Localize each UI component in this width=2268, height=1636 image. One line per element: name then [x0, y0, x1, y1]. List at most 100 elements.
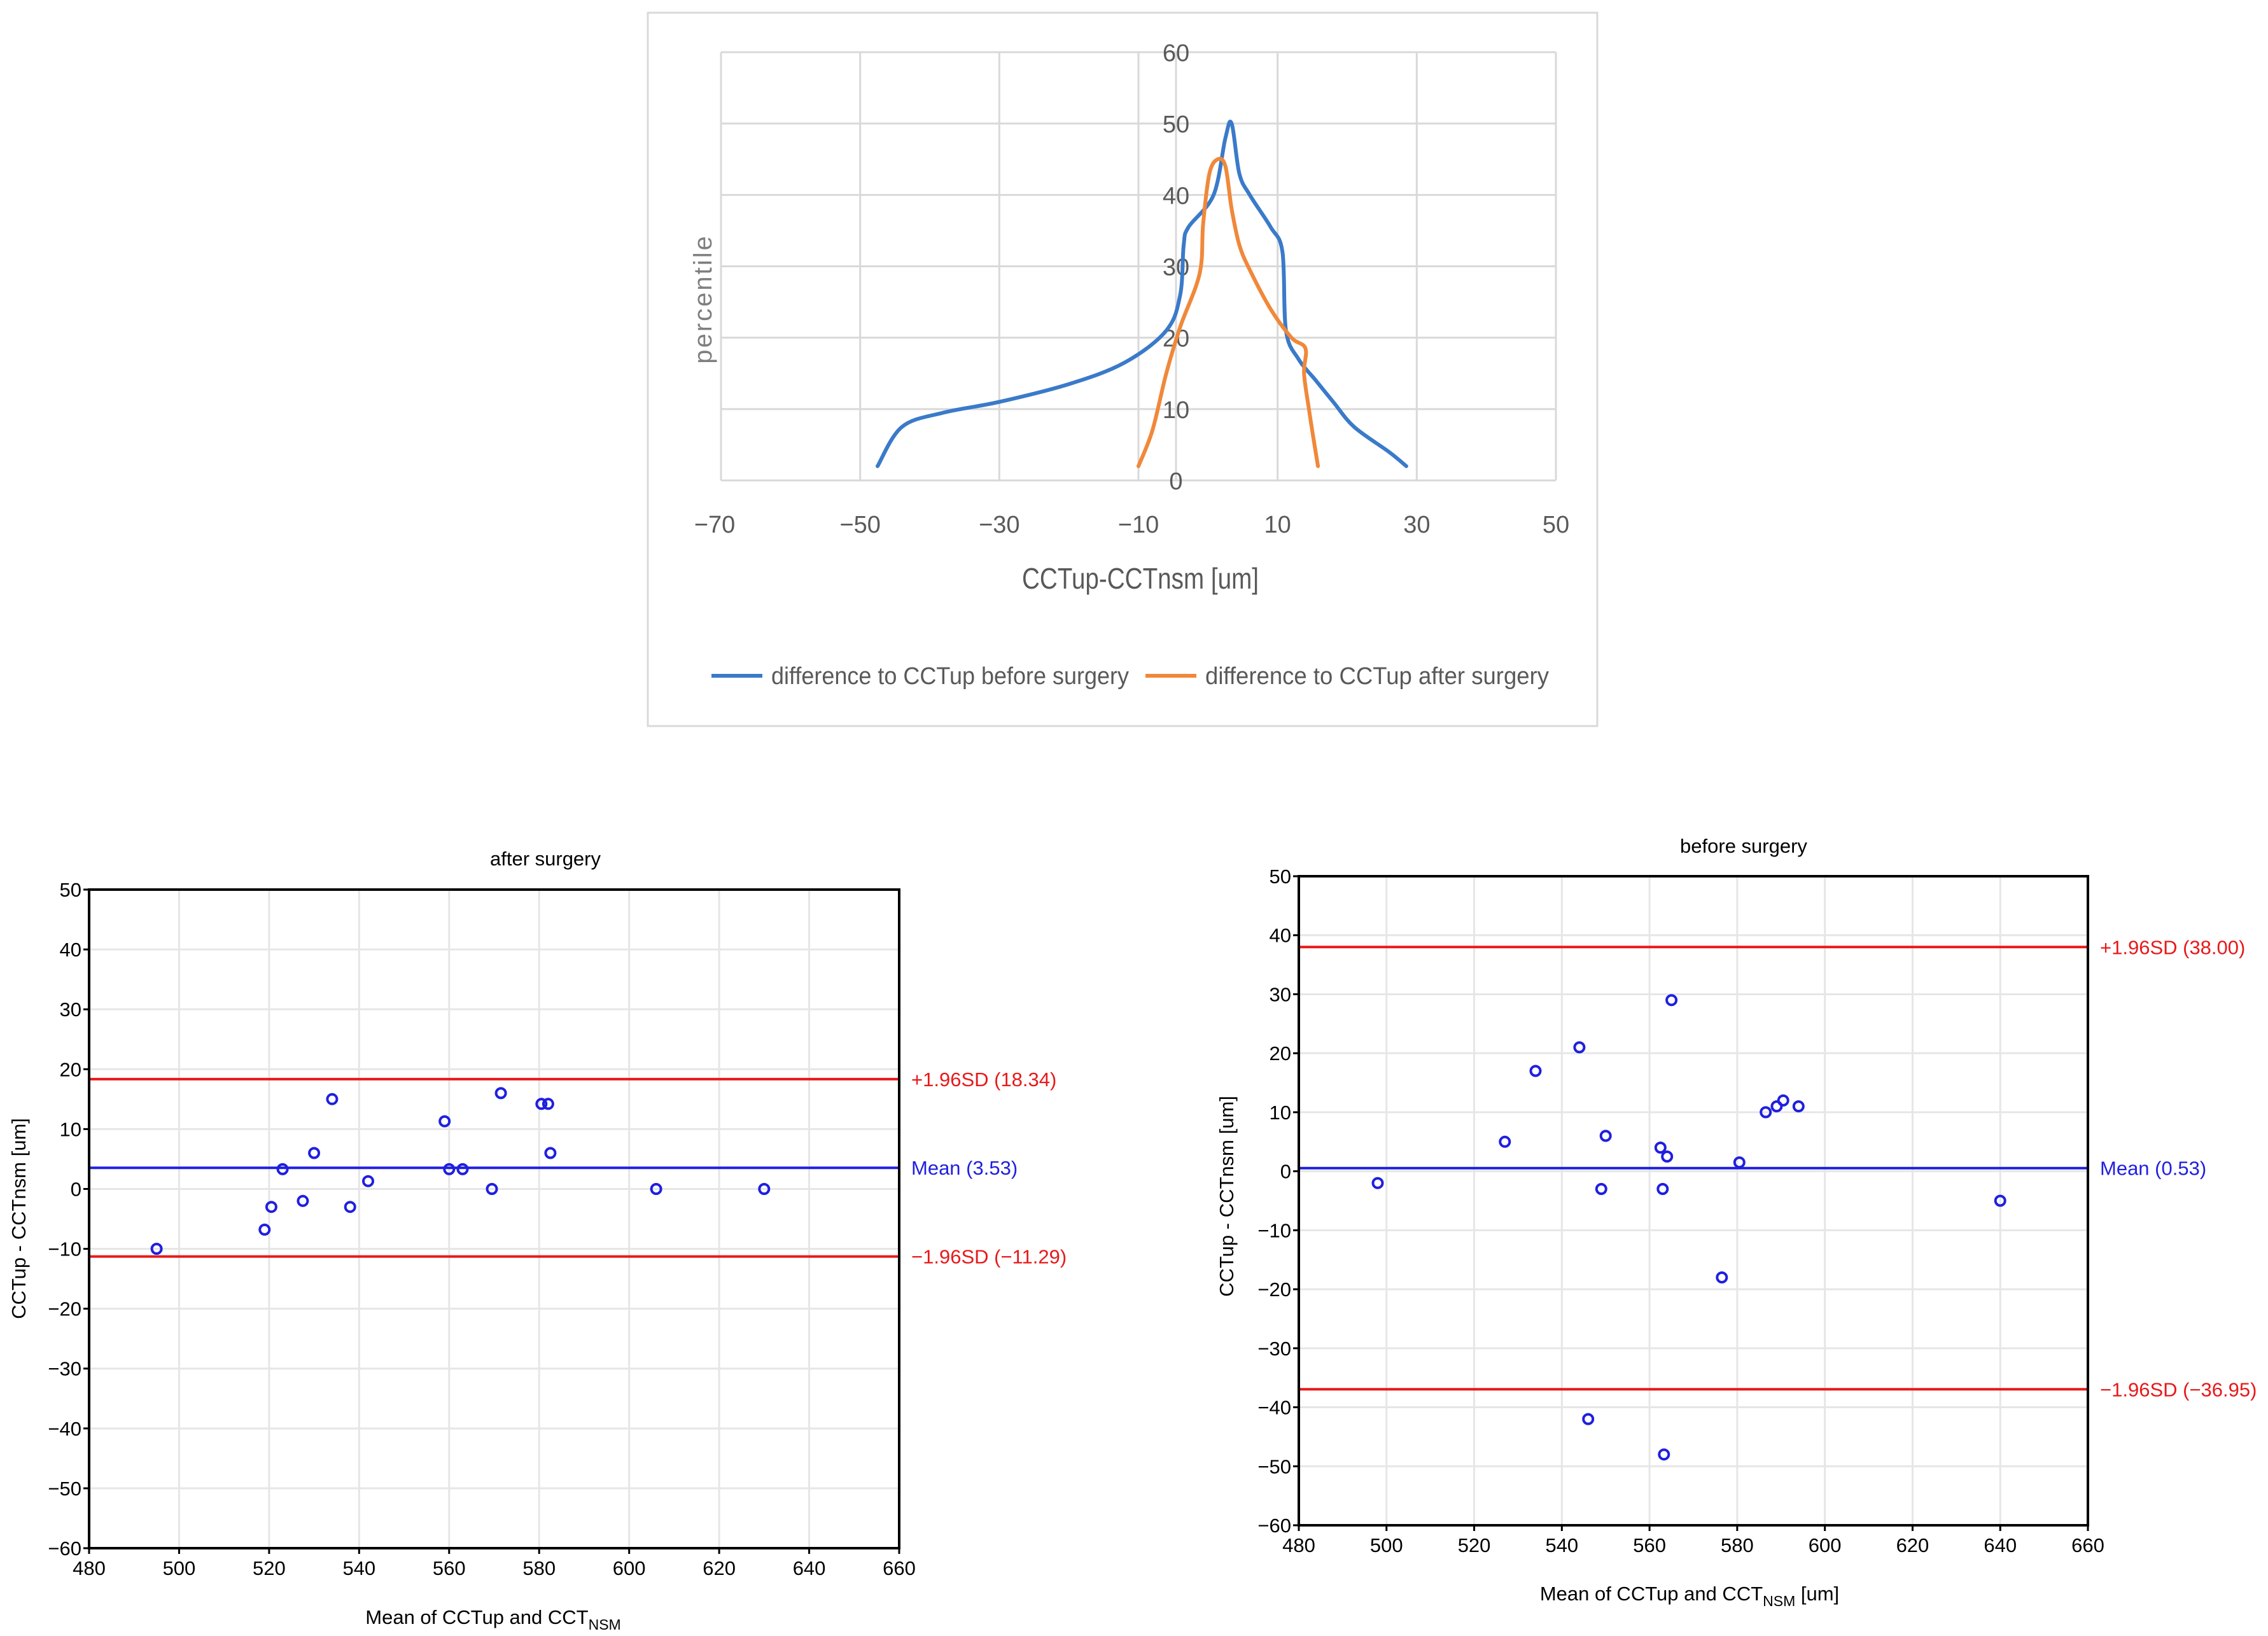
- y-tick-label: −50: [1257, 1455, 1291, 1478]
- series-line-after-surgery: [1137, 157, 1320, 468]
- x-tick-label: 10: [1264, 512, 1291, 538]
- y-tick-label: 10: [1270, 1101, 1291, 1124]
- y-tick-label: 20: [60, 1058, 81, 1080]
- x-tick-label: 520: [253, 1557, 286, 1579]
- plot-frame: [1298, 875, 2089, 1527]
- y-tick-label: 0: [71, 1178, 81, 1200]
- x-tick-label: 540: [342, 1557, 375, 1579]
- y-tick-label: 50: [1270, 865, 1291, 888]
- y-tick-label: −30: [48, 1358, 81, 1380]
- x-tick-label: 540: [1545, 1534, 1578, 1556]
- x-axis-label: CCTup-CCTnsm [um]: [1022, 562, 1259, 595]
- chart-frame: [647, 11, 1599, 727]
- data-point: [1658, 1448, 1670, 1461]
- y-tick-label: −20: [48, 1298, 81, 1320]
- data-point: [486, 1183, 498, 1195]
- x-axis-ticks: −70 −50 −30 −10 10 30 50: [694, 512, 1569, 538]
- data-point: [1792, 1100, 1805, 1113]
- reference-lines: [89, 1077, 899, 1258]
- y-tick-label: 60: [1163, 40, 1189, 67]
- y-tick-label: −20: [1257, 1278, 1291, 1301]
- data-point: [1499, 1135, 1511, 1148]
- y-tick-label: 10: [1163, 397, 1189, 424]
- mean-label: Mean (0.53): [2100, 1157, 2206, 1180]
- x-tick-label: 660: [2071, 1534, 2104, 1556]
- x-axis-label-subscript: NSM: [1763, 1593, 1795, 1609]
- x-tick-label: 640: [1984, 1534, 2017, 1556]
- grid: [720, 51, 1557, 482]
- x-tick-label: −10: [1118, 512, 1159, 538]
- lower-limit-label: −1.96SD (−36.95): [2100, 1378, 2257, 1401]
- data-point: [1994, 1194, 2006, 1207]
- data-point: [542, 1098, 554, 1110]
- x-tick-label: 580: [1721, 1534, 1754, 1556]
- data-points: [1371, 994, 2006, 1461]
- y-axis-ticks: −60 −50 −40 −30 −20 −10 0 10 20 30 40 50: [1257, 865, 1299, 1537]
- x-tick-label: 480: [73, 1557, 106, 1579]
- reference-line-labels: +1.96SD (18.34) Mean (3.53) −1.96SD (−11.2…: [911, 1068, 1067, 1268]
- data-point: [443, 1163, 456, 1175]
- data-point: [1661, 1150, 1674, 1163]
- y-tick-label: 0: [1169, 468, 1182, 495]
- y-tick-label: −10: [48, 1238, 81, 1261]
- y-axis-ticks: −60 −50 −40 −30 −20 −10 0 10 20 30 40 50: [48, 879, 89, 1560]
- data-point: [326, 1093, 339, 1105]
- y-tick-label: 0: [1280, 1161, 1291, 1183]
- x-tick-label: 520: [1458, 1534, 1491, 1556]
- data-point: [758, 1183, 771, 1195]
- data-point: [1595, 1183, 1607, 1195]
- data-point: [276, 1163, 289, 1175]
- grid: [89, 890, 899, 1548]
- y-tick-label: −30: [1257, 1338, 1291, 1360]
- data-point: [1665, 994, 1678, 1007]
- x-tick-label: −30: [979, 512, 1019, 538]
- bland-altman-after: after surgery 480 500 520 540 560 580 600 620 64…: [8, 848, 1067, 1633]
- data-point: [1573, 1041, 1586, 1054]
- y-tick-label: 50: [60, 879, 81, 901]
- y-tick-label: 20: [1270, 1042, 1291, 1065]
- data-point: [1599, 1129, 1612, 1142]
- y-tick-label: −10: [1257, 1219, 1291, 1241]
- grid: [1299, 876, 2088, 1525]
- x-tick-label: 500: [1370, 1534, 1403, 1556]
- y-tick-label: 30: [1270, 983, 1291, 1005]
- y-tick-label: −60: [48, 1537, 81, 1560]
- y-tick-label: −40: [1257, 1397, 1291, 1419]
- y-tick-label: 10: [60, 1118, 81, 1140]
- x-axis-label-main: Mean of CCTup and CCT: [365, 1606, 588, 1628]
- y-tick-label: −60: [1257, 1514, 1291, 1537]
- x-axis-label: Mean of CCTup and CCTNSM: [365, 1606, 620, 1633]
- data-point: [308, 1147, 321, 1159]
- data-point: [258, 1223, 271, 1236]
- legend: difference to CCTup before surgery diffe…: [711, 663, 1549, 690]
- mean-label: Mean (3.53): [911, 1157, 1018, 1179]
- chart-title: before surgery: [1680, 835, 1807, 857]
- series-lines: [876, 120, 1408, 468]
- data-point: [1654, 1142, 1667, 1154]
- y-tick-label: 40: [60, 939, 81, 961]
- data-point: [494, 1087, 507, 1100]
- data-point: [265, 1201, 277, 1213]
- data-point: [1529, 1065, 1542, 1077]
- data-point: [1371, 1177, 1384, 1189]
- x-tick-label: 560: [1633, 1534, 1666, 1556]
- x-tick-label: −70: [694, 512, 735, 538]
- data-point: [297, 1194, 309, 1207]
- x-axis-label-main: Mean of CCTup and CCT: [1540, 1583, 1763, 1605]
- x-tick-label: 640: [793, 1557, 826, 1579]
- x-tick-label: 480: [1282, 1534, 1315, 1556]
- legend-label-before: difference to CCTup before surgery: [771, 663, 1129, 690]
- y-tick-label: 40: [1270, 925, 1291, 947]
- x-tick-label: −50: [839, 512, 880, 538]
- lower-limit-label: −1.96SD (−11.29): [911, 1246, 1067, 1268]
- x-tick-label: 560: [433, 1557, 466, 1579]
- data-point: [456, 1163, 469, 1175]
- x-tick-label: 600: [1809, 1534, 1842, 1556]
- data-point: [544, 1147, 557, 1159]
- chart-title: after surgery: [490, 848, 601, 870]
- series-line-before-surgery: [876, 120, 1408, 468]
- y-axis-label: percentile: [689, 234, 717, 363]
